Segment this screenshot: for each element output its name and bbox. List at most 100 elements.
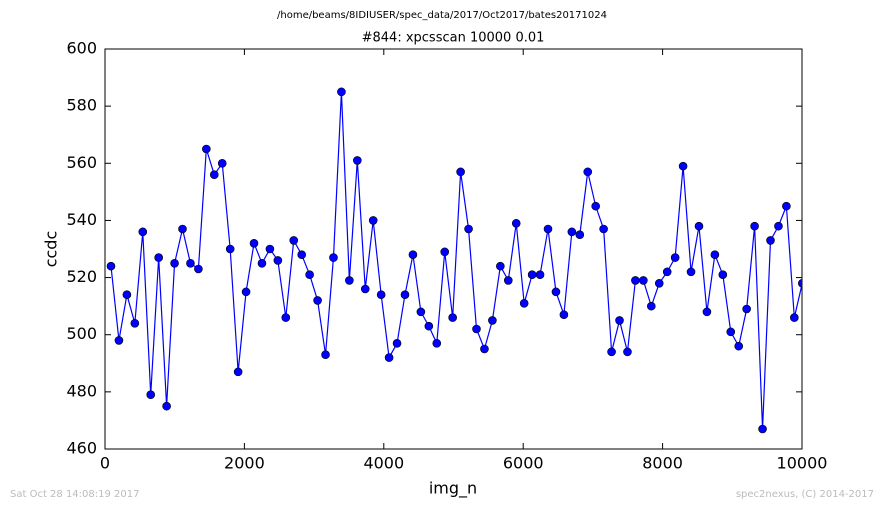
data-point	[313, 296, 322, 305]
data-point	[742, 304, 751, 314]
data-point	[647, 301, 656, 311]
data-point	[670, 253, 680, 262]
data-point	[750, 221, 759, 231]
data-point	[162, 401, 171, 411]
footer-left: Sat Oct 28 14:08:19 2017	[10, 489, 140, 500]
data-point	[408, 250, 418, 260]
data-point	[186, 258, 195, 268]
data-point	[456, 167, 465, 177]
data-point	[416, 307, 426, 317]
y-axis-label: ccdc	[42, 231, 61, 268]
data-point	[360, 284, 370, 294]
data-point	[257, 258, 267, 268]
data-point	[583, 167, 593, 177]
data-point	[448, 313, 457, 322]
chart-subtitle: #844: xpcsscan 10000 0.01	[362, 31, 545, 46]
data-point	[535, 270, 545, 280]
data-point	[662, 267, 672, 277]
data-point	[392, 338, 402, 348]
y-tick-label: 460	[66, 439, 97, 458]
data-point	[734, 341, 744, 351]
data-point	[551, 287, 561, 297]
data-point	[488, 316, 497, 325]
data-point	[718, 270, 728, 280]
data-point	[567, 227, 577, 237]
data-point	[225, 244, 235, 254]
data-point	[178, 224, 187, 234]
data-point	[503, 276, 513, 285]
chart-title: /home/beams/8IDIUSER/spec_data/2017/Oct2…	[277, 10, 607, 21]
data-point	[337, 87, 346, 97]
data-point	[710, 250, 720, 260]
data-point	[726, 327, 736, 337]
data-point	[154, 253, 163, 262]
y-tick-label: 520	[66, 267, 97, 286]
data-point	[591, 201, 600, 211]
data-point	[631, 276, 640, 285]
footer-right: spec2nexus, (C) 2014-2017	[736, 489, 874, 500]
series-group	[106, 87, 802, 434]
data-point	[790, 313, 799, 322]
x-tick-label: 8000	[642, 454, 683, 473]
data-point	[694, 221, 704, 231]
x-tick-label: 4000	[363, 454, 404, 473]
data-point	[321, 350, 330, 360]
data-point	[702, 307, 712, 317]
data-point	[202, 144, 211, 154]
plot-frame	[104, 48, 803, 450]
data-point	[368, 216, 378, 225]
data-point	[686, 267, 696, 277]
data-point	[607, 347, 616, 357]
data-point	[654, 278, 664, 288]
data-point	[519, 298, 529, 308]
data-point	[138, 227, 148, 237]
data-point	[265, 244, 275, 254]
y-tick-label: 480	[66, 381, 97, 400]
y-tick-label: 600	[66, 39, 97, 58]
data-point	[376, 290, 386, 300]
data-point	[480, 344, 489, 354]
data-point	[639, 276, 648, 285]
x-tick-label: 2000	[224, 454, 265, 473]
data-point	[774, 221, 783, 231]
data-point	[543, 224, 553, 234]
data-point	[599, 224, 608, 234]
data-point	[281, 313, 291, 322]
data-point	[297, 250, 306, 260]
data-point	[440, 247, 450, 257]
x-tick-label: 6000	[503, 454, 544, 473]
data-point	[766, 236, 775, 245]
data-point	[249, 238, 259, 248]
x-axis-label: img_n	[429, 479, 477, 499]
data-point	[194, 264, 203, 274]
data-point	[114, 336, 124, 345]
data-point	[464, 224, 473, 234]
data-point	[472, 324, 481, 334]
data-point	[559, 310, 569, 320]
data-point	[130, 318, 140, 328]
data-point	[575, 230, 585, 240]
data-point	[345, 276, 354, 285]
data-point	[289, 236, 299, 245]
y-tick-label: 580	[66, 96, 97, 115]
data-point	[782, 201, 791, 211]
data-point	[233, 367, 243, 377]
data-point	[432, 338, 442, 348]
data-point	[122, 290, 132, 300]
data-point	[209, 170, 219, 180]
data-point	[758, 424, 767, 434]
data-point	[615, 316, 624, 325]
data-point	[511, 218, 521, 228]
data-point	[623, 347, 632, 357]
data-point	[400, 290, 410, 300]
data-point	[797, 278, 802, 288]
y-tick-label: 540	[66, 210, 97, 229]
data-point	[678, 161, 688, 171]
data-point	[305, 270, 314, 280]
y-tick-label: 500	[66, 324, 97, 343]
data-point	[241, 287, 251, 297]
data-point	[170, 258, 179, 268]
data-point	[353, 156, 362, 165]
data-point	[496, 261, 505, 271]
